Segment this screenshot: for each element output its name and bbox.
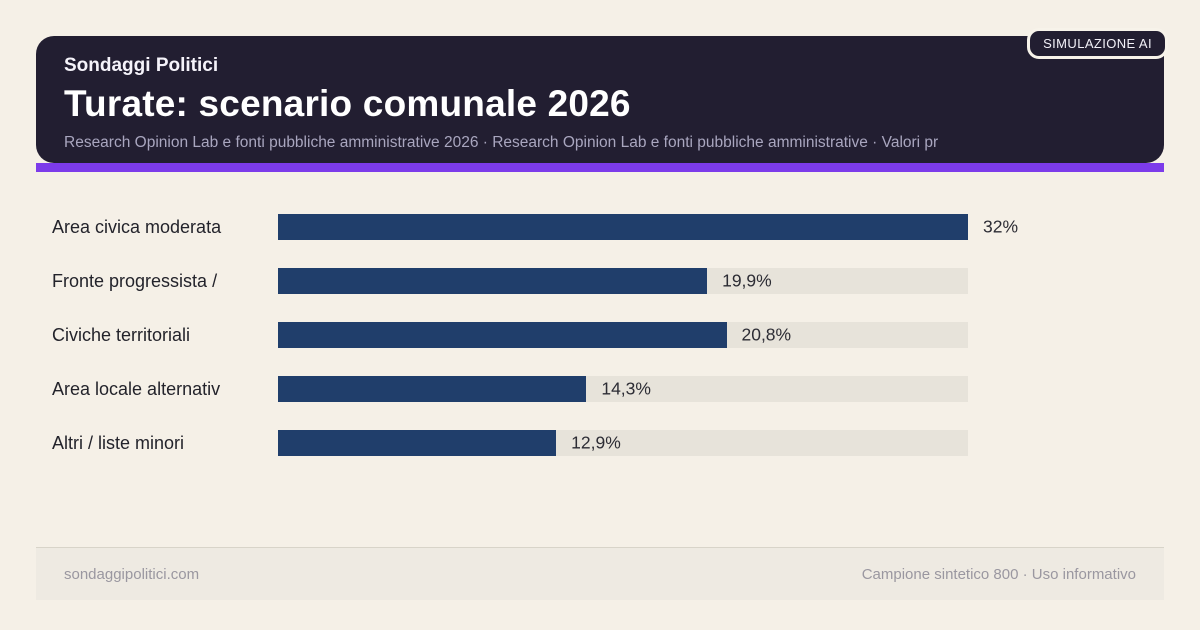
page-title: Turate: scenario comunale 2026 xyxy=(64,82,631,124)
accent-stripe xyxy=(36,163,1164,172)
bar-fill xyxy=(278,268,708,294)
value-label: 14,3% xyxy=(601,378,651,399)
bar-fill xyxy=(278,376,587,402)
header-block: Sondaggi Politici Turate: scenario comun… xyxy=(36,28,1168,172)
bar-fill xyxy=(278,322,727,348)
category-label: Altri / liste minori xyxy=(52,432,185,453)
bar-track: 19,9% xyxy=(278,268,968,294)
footer-note: Campione sintetico 800 · Uso informativo xyxy=(861,565,1136,583)
category-label: Fronte progressista / xyxy=(52,270,218,291)
category-label: Civiche territoriali xyxy=(52,324,191,345)
bar-row: Area civica moderata 32% xyxy=(36,200,1164,254)
bar-track: 20,8% xyxy=(278,322,968,348)
category-label: Area locale alternativ xyxy=(52,378,221,399)
chart-subtitle: Research Opinion Lab e fonti pubbliche a… xyxy=(64,134,939,152)
bar-chart: Area civica moderata 32% Fronte progressis… xyxy=(36,200,1164,470)
bar-track: 12,9% xyxy=(278,430,968,456)
bar-row: Altri / liste minori 12,9% xyxy=(36,416,1164,470)
bar-track: 32% xyxy=(278,214,1018,240)
value-label: 12,9% xyxy=(571,432,621,453)
bar-row: Civiche territoriali 20,8% xyxy=(36,308,1164,362)
simulation-badge: SIMULAZIONE AI xyxy=(1027,28,1168,59)
footer: sondaggipolitici.com Campione sintetico … xyxy=(36,547,1164,600)
bar-track: 14,3% xyxy=(278,376,968,402)
value-label: 20,8% xyxy=(741,324,792,345)
bar-row: Area locale alternativ 14,3% xyxy=(36,362,1164,416)
bar-fill xyxy=(278,214,968,240)
footer-site: sondaggipolitici.com xyxy=(64,565,200,583)
value-label: 19,9% xyxy=(722,270,772,291)
bar-row: Fronte progressista / 19,9% xyxy=(36,254,1164,308)
value-label: 32% xyxy=(983,216,1019,237)
header: Sondaggi Politici Turate: scenario comun… xyxy=(36,28,1168,163)
bar-fill xyxy=(278,430,557,456)
brand-kicker: Sondaggi Politici xyxy=(64,55,219,76)
category-label: Area civica moderata xyxy=(52,216,222,237)
